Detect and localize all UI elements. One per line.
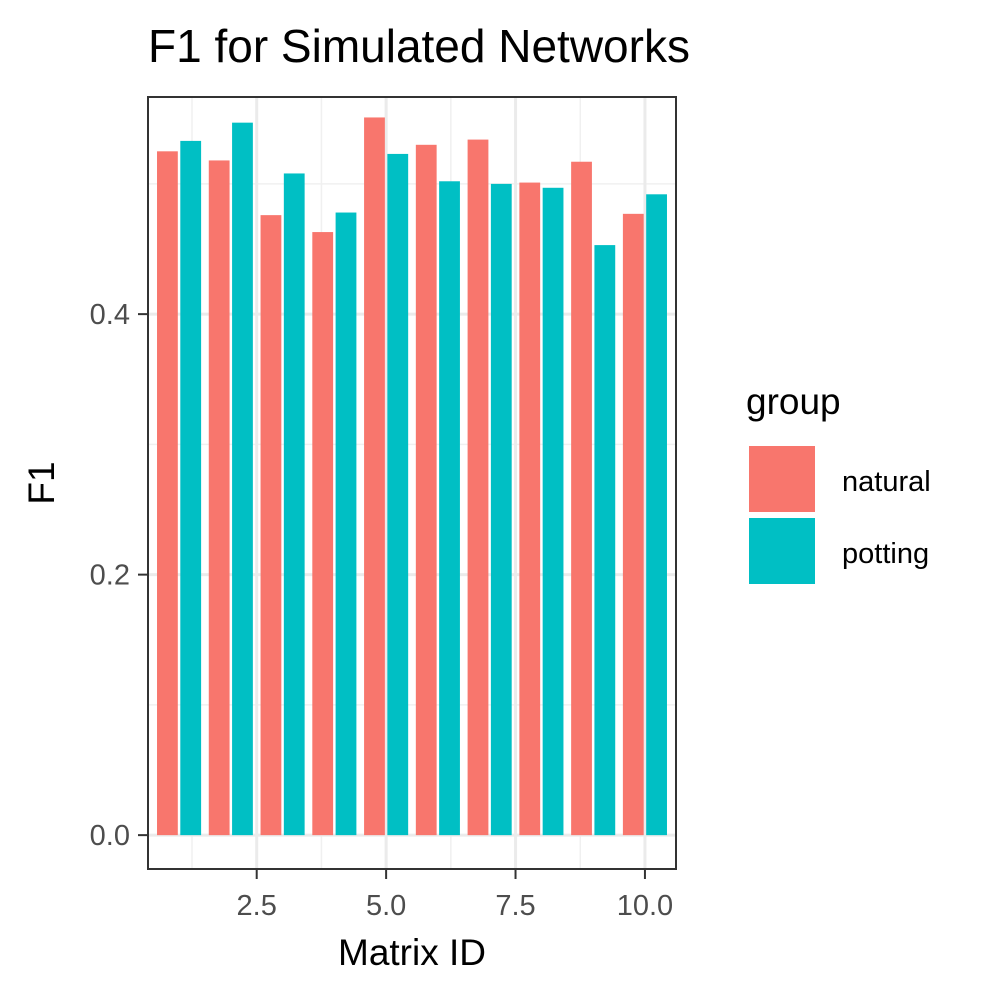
x-tick-label: 10.0 bbox=[617, 890, 673, 922]
x-tick-label: 7.5 bbox=[495, 890, 535, 922]
bar-potting-9 bbox=[594, 245, 616, 836]
bar-natural-10 bbox=[622, 213, 644, 836]
legend-title: group bbox=[746, 381, 841, 422]
legend-label-natural: natural bbox=[842, 466, 931, 498]
bar-natural-3 bbox=[260, 215, 282, 836]
bar-potting-3 bbox=[283, 173, 305, 836]
bar-potting-8 bbox=[542, 187, 564, 836]
x-axis-title: Matrix ID bbox=[338, 932, 486, 973]
x-axis: 2.5 5.0 7.5 10.0 bbox=[237, 869, 673, 922]
y-tick-label: 0.2 bbox=[90, 560, 130, 592]
bar-natural-7 bbox=[467, 139, 489, 836]
bar-potting-6 bbox=[439, 181, 460, 836]
bar-potting-10 bbox=[646, 194, 667, 836]
x-tick-label: 2.5 bbox=[237, 890, 277, 922]
bar-potting-1 bbox=[180, 140, 202, 836]
bar-natural-5 bbox=[364, 117, 385, 836]
bar-natural-1 bbox=[157, 151, 178, 836]
bar-natural-4 bbox=[312, 232, 334, 836]
bar-potting-4 bbox=[335, 212, 357, 836]
y-tick-label: 0.0 bbox=[90, 820, 130, 852]
legend: group natural potting bbox=[746, 381, 931, 584]
legend-key-natural bbox=[749, 446, 815, 512]
bar-potting-2 bbox=[232, 122, 253, 836]
y-axis: 0.0 0.2 0.4 bbox=[90, 299, 148, 852]
y-tick-label: 0.4 bbox=[90, 299, 130, 331]
x-tick-label: 5.0 bbox=[366, 890, 406, 922]
y-axis-title: F1 bbox=[21, 461, 62, 504]
bar-potting-7 bbox=[490, 183, 512, 836]
legend-label-potting: potting bbox=[842, 538, 929, 570]
bar-potting-5 bbox=[387, 153, 409, 836]
legend-key-potting bbox=[749, 518, 815, 584]
bars bbox=[157, 117, 667, 836]
bar-natural-9 bbox=[571, 161, 592, 836]
bar-natural-6 bbox=[415, 144, 437, 836]
plot-panel-border bbox=[147, 96, 677, 870]
chart-title: F1 for Simulated Networks bbox=[148, 20, 690, 72]
bar-natural-8 bbox=[519, 182, 541, 836]
bar-natural-2 bbox=[208, 160, 230, 836]
